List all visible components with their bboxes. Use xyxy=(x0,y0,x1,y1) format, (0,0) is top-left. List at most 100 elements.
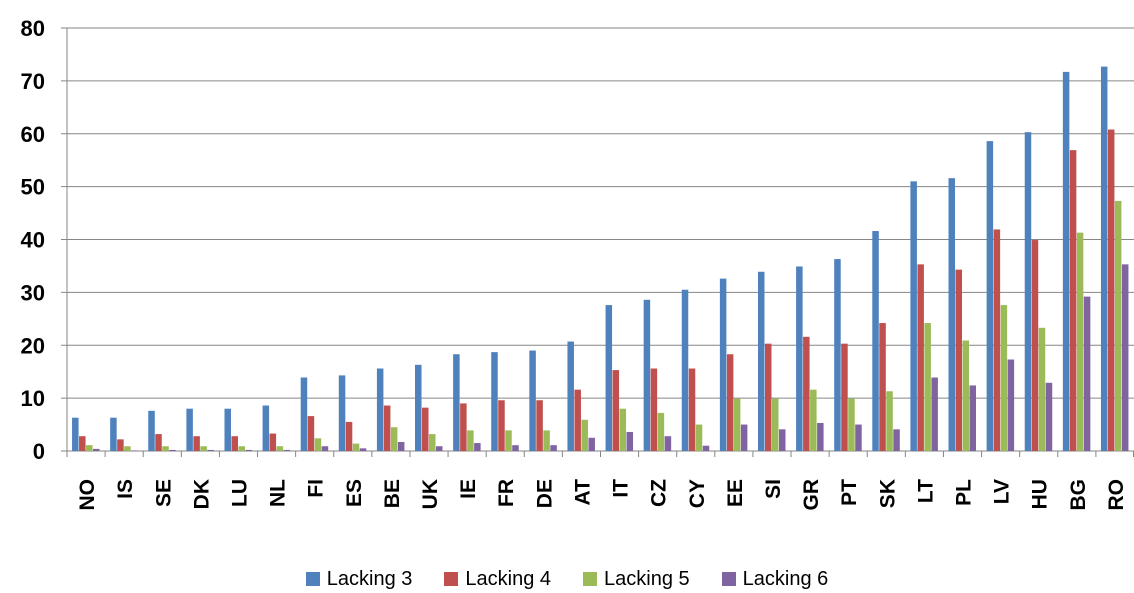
bar-lacking-6-cy xyxy=(702,445,710,451)
bar-lacking-3-lv xyxy=(986,141,994,451)
bar-lacking-3-lu xyxy=(224,408,231,451)
x-tick-label: FR xyxy=(495,479,518,507)
bar-lacking-4-bg xyxy=(1069,150,1077,452)
legend-label: Lacking 6 xyxy=(742,567,829,590)
bar-lacking-5-dk xyxy=(200,446,207,451)
bar-lacking-5-bg xyxy=(1076,232,1084,451)
x-tick-label: RO xyxy=(1105,479,1128,511)
y-tick-label: 50 xyxy=(21,175,45,200)
bar-lacking-4-ro xyxy=(1107,129,1115,451)
bar-lacking-6-gr xyxy=(817,422,824,451)
bar-lacking-3-hu xyxy=(1024,132,1032,451)
bar-lacking-3-es xyxy=(338,375,346,451)
y-tick-label: 80 xyxy=(21,16,45,41)
bar-lacking-6-cz xyxy=(664,436,672,451)
bar-lacking-4-hu xyxy=(1031,240,1039,451)
bar-chart: 0 10 20 30 40 50 60 70 80 NO IS SE DK LU NL FI ES BE UK IE F… xyxy=(21,16,1134,511)
bar-lacking-4-dk xyxy=(193,436,200,451)
x-tick-label: HU xyxy=(1029,479,1052,509)
bar-lacking-5-cz xyxy=(657,412,665,451)
bar-lacking-6-lt xyxy=(931,377,938,451)
y-tick-label: 70 xyxy=(21,69,45,94)
bar-lacking-4-cy xyxy=(688,368,696,451)
bar-lacking-6-fr xyxy=(512,445,519,451)
bar-lacking-4-uk xyxy=(422,407,429,451)
bar-lacking-3-ie xyxy=(453,354,460,451)
bar-lacking-4-pl xyxy=(955,269,963,451)
legend-item-lacking-6: Lacking 6 xyxy=(721,567,829,591)
y-tick-label: 10 xyxy=(21,386,45,411)
bar-lacking-4-se xyxy=(155,434,162,451)
bar-lacking-4-sk xyxy=(879,323,886,451)
bar-lacking-3-pt xyxy=(834,259,841,451)
bar-lacking-5-ie xyxy=(467,430,474,451)
bar-lacking-4-is xyxy=(117,439,124,451)
bar-lacking-6-bg xyxy=(1083,296,1091,451)
bar-lacking-5-no xyxy=(86,445,93,451)
bar-lacking-4-at xyxy=(574,389,581,451)
bar-lacking-4-be xyxy=(383,405,391,451)
bar-lacking-6-se xyxy=(169,449,176,451)
bar-lacking-5-de xyxy=(543,430,550,451)
bar-lacking-6-si xyxy=(778,429,786,451)
bar-lacking-6-nl xyxy=(283,449,291,451)
bar-lacking-4-ee xyxy=(726,354,734,451)
bar-lacking-4-fi xyxy=(307,416,315,451)
bar-lacking-5-is xyxy=(124,446,131,451)
bar-lacking-4-it xyxy=(612,370,620,451)
bar-lacking-4-fr xyxy=(498,400,505,451)
bar-lacking-6-sk xyxy=(893,429,900,451)
bar-lacking-4-pt xyxy=(841,343,848,451)
x-tick-label: BE xyxy=(381,479,404,508)
bar-lacking-3-lt xyxy=(910,181,917,451)
bar-lacking-4-nl xyxy=(269,433,277,451)
bar-lacking-5-ee xyxy=(733,398,741,451)
legend-item-lacking-4: Lacking 4 xyxy=(444,568,551,591)
bar-lacking-3-pl xyxy=(948,178,956,452)
x-tick-label: GR xyxy=(800,479,823,511)
bar-lacking-3-nl xyxy=(262,405,270,451)
bar-lacking-6-de xyxy=(550,445,557,451)
bar-lacking-4-lv xyxy=(993,229,1001,451)
bar-lacking-4-no xyxy=(79,436,86,451)
legend-swatch xyxy=(583,572,597,586)
chart-legend: Lacking 3 Lacking 4 Lacking 5 Lacking 6 xyxy=(0,566,1134,592)
x-tick-label: NL xyxy=(267,479,290,507)
x-tick-label: PT xyxy=(838,479,861,506)
bar-lacking-6-es xyxy=(359,448,367,451)
bar-lacking-3-is xyxy=(110,417,117,451)
bar-lacking-3-de xyxy=(529,350,536,451)
x-tick-label: FI xyxy=(305,479,328,498)
bar-lacking-3-be xyxy=(376,368,384,451)
legend-label: Lacking 4 xyxy=(465,567,551,590)
bar-lacking-6-be xyxy=(397,442,405,451)
bar-lacking-4-de xyxy=(536,400,543,451)
bar-lacking-5-uk xyxy=(429,434,436,451)
bar-lacking-6-no xyxy=(93,448,100,451)
bar-lacking-4-es xyxy=(345,421,353,451)
bar-lacking-5-sk xyxy=(886,391,893,451)
legend-label: Lacking 3 xyxy=(326,567,413,590)
x-tick-label: IE xyxy=(457,479,480,499)
bar-lacking-5-it xyxy=(619,408,627,451)
x-tick-label: IT xyxy=(610,479,633,498)
x-tick-label: NO xyxy=(76,479,99,511)
y-tick-label: 40 xyxy=(21,228,45,253)
bar-lacking-6-lu xyxy=(245,449,252,451)
x-tick-label: DK xyxy=(190,479,213,509)
bar-lacking-6-dk xyxy=(207,449,214,451)
x-tick-label: SI xyxy=(762,479,785,499)
bar-lacking-5-gr xyxy=(810,389,817,451)
bar-lacking-5-cy xyxy=(695,424,703,451)
bar-lacking-5-nl xyxy=(276,446,284,451)
bar-lacking-5-fi xyxy=(314,438,322,451)
y-tick-label: 20 xyxy=(21,333,45,358)
legend-swatch xyxy=(444,572,459,586)
bar-lacking-3-it xyxy=(605,305,613,451)
bar-lacking-6-lv xyxy=(1007,359,1015,451)
x-tick-label: PL xyxy=(953,479,976,506)
bar-lacking-5-fr xyxy=(505,430,512,451)
x-tick-label: SE xyxy=(152,479,175,507)
bar-lacking-3-si xyxy=(757,271,765,451)
bar-lacking-3-cz xyxy=(643,299,651,451)
